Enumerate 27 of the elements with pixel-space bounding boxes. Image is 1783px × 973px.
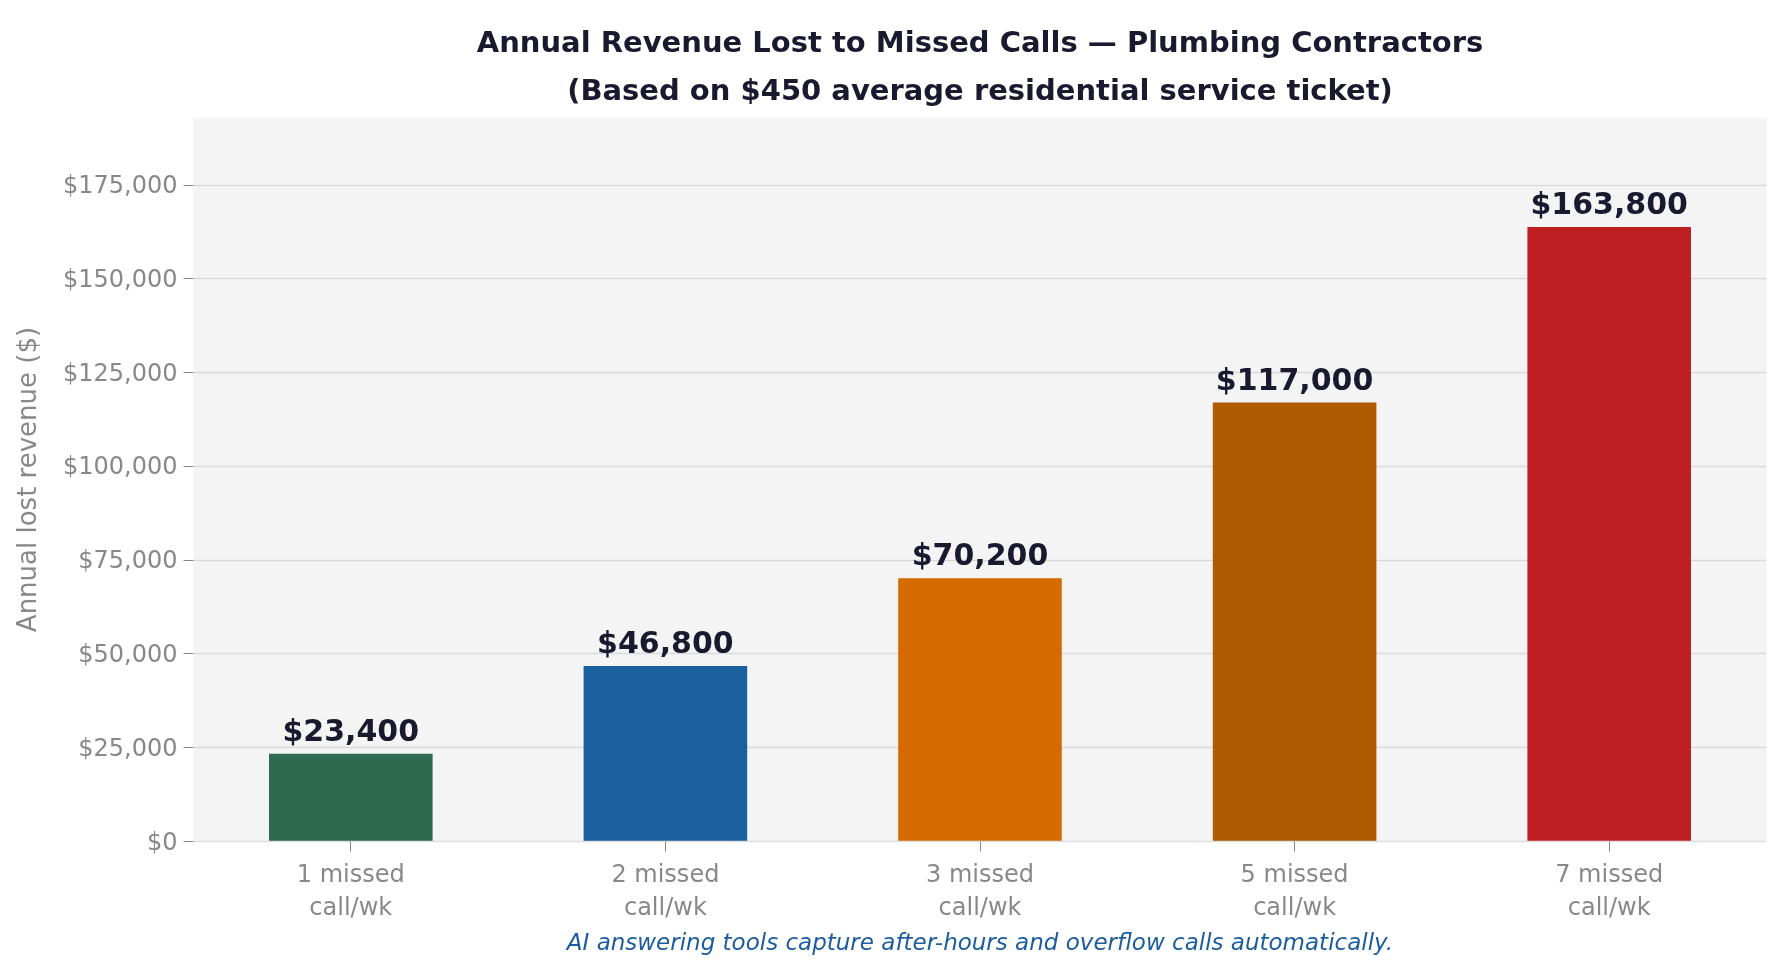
bar xyxy=(898,578,1062,842)
data-label: $23,400 xyxy=(282,712,420,748)
y-tick-label: $100,000 xyxy=(62,452,178,481)
y-tick-label: $50,000 xyxy=(78,639,178,668)
x-tick-label: 5 missed call/wk xyxy=(1240,859,1349,922)
x-tick-label: 7 missed call/wk xyxy=(1555,859,1664,922)
data-label: $46,800 xyxy=(597,624,734,660)
bar xyxy=(583,665,748,842)
x-tick-label: 2 missed call/wk xyxy=(611,859,720,922)
y-tick-label: $175,000 xyxy=(62,171,178,200)
data-label: $163,800 xyxy=(1530,186,1688,222)
text: AI answering tools capture after-hours and overflow calls automatically. xyxy=(564,928,1394,955)
bar xyxy=(269,753,433,842)
x-tick-label: 3 missed call/wk xyxy=(926,859,1034,922)
chart-title: Annual Revenue Lost to Missed Calls — Plumbing Contractors xyxy=(476,24,1484,59)
data-label: $70,200 xyxy=(911,537,1049,573)
bar xyxy=(1212,402,1377,842)
bar xyxy=(1527,227,1691,842)
y-tick-label: $75,000 xyxy=(78,546,178,575)
y-tick-label: $0 xyxy=(146,827,178,856)
y-tick-label: $25,000 xyxy=(78,733,178,762)
x-tick-label: 1 missed call/wk xyxy=(296,859,405,922)
y-tick-label: $150,000 xyxy=(62,264,178,293)
y-tick-label: $125,000 xyxy=(62,358,178,387)
data-label: $117,000 xyxy=(1215,361,1374,397)
y-axis-title: Annual lost revenue ($) xyxy=(11,326,42,633)
chart-subtitle: (Based on $450 average residential service ticket) xyxy=(567,72,1393,107)
